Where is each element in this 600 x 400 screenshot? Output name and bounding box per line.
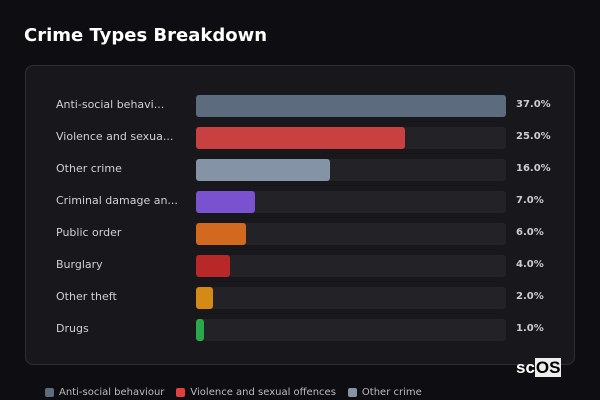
legend-label: Anti-social behaviour bbox=[59, 387, 165, 398]
bar-value-label: 7.0% bbox=[516, 195, 544, 206]
bar bbox=[196, 223, 247, 245]
legend-item: Other crime bbox=[347, 387, 422, 398]
bar bbox=[196, 159, 331, 181]
bar-label: Drugs bbox=[56, 322, 89, 335]
chart-title: Crime Types Breakdown bbox=[24, 25, 268, 46]
bar-value-label: 4.0% bbox=[516, 259, 544, 270]
bar-row: Public order 6.0% bbox=[26, 223, 574, 245]
bar-row: Other crime 16.0% bbox=[26, 159, 574, 181]
bar bbox=[196, 127, 406, 149]
bar-track bbox=[196, 127, 506, 149]
bar-value-label: 37.0% bbox=[516, 99, 551, 110]
bar bbox=[196, 95, 506, 117]
bar-row: Burglary 4.0% bbox=[26, 255, 574, 277]
legend-label: Violence and sexual offences bbox=[190, 387, 336, 398]
legend-swatch bbox=[176, 388, 186, 397]
legend-swatch bbox=[45, 388, 54, 397]
bar-label: Criminal damage an... bbox=[56, 194, 178, 207]
legend-label: Other crime bbox=[361, 387, 422, 398]
bar-value-label: 16.0% bbox=[516, 163, 551, 174]
bar-track bbox=[196, 319, 506, 341]
bar-track bbox=[196, 95, 506, 117]
bar-row: Anti-social behavi... 37.0% bbox=[26, 95, 574, 117]
bar-track bbox=[196, 191, 506, 213]
bar-label: Violence and sexua... bbox=[56, 130, 174, 143]
bar-label: Public order bbox=[56, 226, 122, 239]
bar-value-label: 6.0% bbox=[516, 227, 544, 238]
legend-swatch bbox=[347, 388, 357, 397]
bar-label: Other crime bbox=[56, 162, 122, 175]
bar-row: Violence and sexua... 25.0% bbox=[26, 127, 574, 149]
bar-track bbox=[196, 159, 506, 181]
scos-logo: scOS bbox=[516, 358, 562, 377]
bar bbox=[196, 287, 213, 309]
bar-value-label: 25.0% bbox=[516, 131, 551, 142]
bar bbox=[196, 319, 205, 341]
bar-label: Anti-social behavi... bbox=[56, 98, 165, 111]
legend-item: Anti-social behaviour bbox=[45, 387, 164, 398]
bar-row: Criminal damage an... 7.0% bbox=[26, 191, 574, 213]
bar-value-label: 1.0% bbox=[516, 323, 544, 334]
bar-row: Drugs 1.0% bbox=[26, 319, 574, 341]
legend-item: Violence and sexual offences bbox=[176, 387, 336, 398]
bar-label: Burglary bbox=[56, 258, 103, 271]
bar-track bbox=[196, 223, 506, 245]
bar bbox=[196, 191, 255, 213]
bar-track bbox=[196, 287, 506, 309]
bar-track bbox=[196, 255, 506, 277]
chart-card: Anti-social behavi... 37.0% Violence and … bbox=[25, 65, 575, 365]
bar bbox=[196, 255, 230, 277]
bar-label: Other theft bbox=[56, 290, 117, 303]
bar-row: Other theft 2.0% bbox=[26, 287, 574, 309]
bar-value-label: 2.0% bbox=[516, 291, 544, 302]
legend: Anti-social behaviour Violence and sexual… bbox=[45, 387, 422, 398]
